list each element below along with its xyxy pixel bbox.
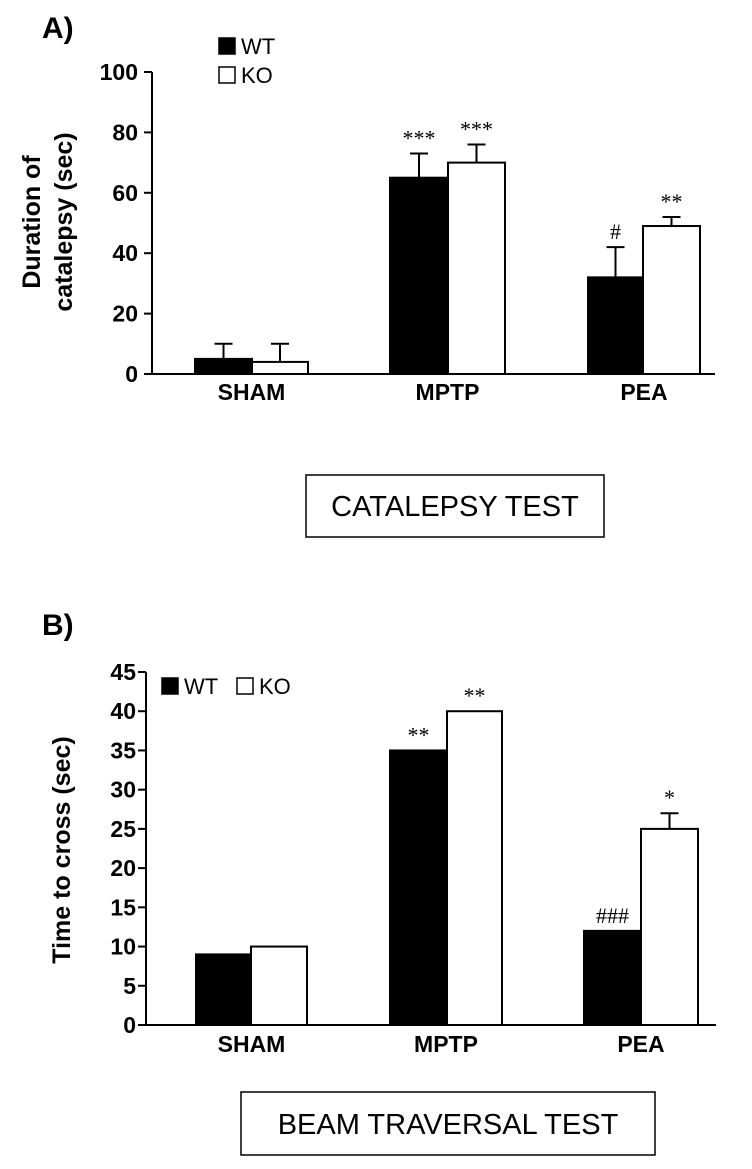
legend-label-wt: WT xyxy=(184,674,218,699)
legend-swatch-wt xyxy=(161,677,179,695)
panel-a-y-axis-label-line1: Duration of xyxy=(18,155,46,289)
y-tick-label: 0 xyxy=(125,361,138,387)
panel-b-y-ticks: 0 5 10 15 20 25 30 35 40 45 xyxy=(110,659,146,1038)
catalepsy-test-box xyxy=(305,474,605,538)
significance-mark: ** xyxy=(408,722,430,747)
y-tick-label: 15 xyxy=(110,894,136,920)
y-tick-label: 25 xyxy=(110,816,136,842)
significance-mark: ** xyxy=(661,189,683,214)
bar-ko-pea xyxy=(640,827,699,1027)
y-tick-label: 45 xyxy=(110,659,136,685)
panel-b-label: B) xyxy=(42,609,74,642)
panel-b-bars: ** ** ### * xyxy=(195,683,699,1027)
bar-wt-pea xyxy=(583,929,642,1026)
x-category-label: SHAM xyxy=(218,379,286,405)
x-category-label: PEA xyxy=(617,1031,664,1057)
panel-a-label: A) xyxy=(42,12,74,45)
bar-wt-pea xyxy=(587,276,644,375)
bar-wt-mptp xyxy=(389,176,449,375)
panel-a-y-ticks: 0 20 40 60 80 100 xyxy=(100,59,152,387)
bar-ko-pea xyxy=(642,225,701,375)
panel-a-catalepsy-chart: A) Duration of catalepsy (sec) WT KO 0 20… xyxy=(18,12,715,538)
y-tick-label: 30 xyxy=(110,777,136,803)
legend-label-ko: KO xyxy=(259,674,291,699)
significance-mark: ** xyxy=(464,683,486,708)
legend-swatch-wt xyxy=(218,37,236,55)
beam-traversal-test-box xyxy=(240,1091,656,1156)
panel-b-axes xyxy=(145,672,716,1026)
legend-swatch-ko xyxy=(236,677,254,695)
y-tick-label: 20 xyxy=(110,855,136,881)
y-tick-label: 40 xyxy=(112,240,138,266)
panel-b-beam-chart: B) Time to cross (sec) WT KO 0 5 10 15 20 25 3… xyxy=(42,609,716,1156)
catalepsy-test-label: CATALEPSY TEST xyxy=(331,491,579,523)
bar-wt-sham xyxy=(194,357,253,375)
panel-a-bars: *** *** # ** xyxy=(194,116,701,376)
significance-mark: ### xyxy=(596,903,629,928)
x-category-label: SHAM xyxy=(218,1031,286,1057)
y-tick-label: 100 xyxy=(100,59,138,85)
bar-ko-mptp xyxy=(446,710,503,1026)
panel-b-legend: WT KO xyxy=(161,674,291,699)
beam-traversal-test-label: BEAM TRAVERSAL TEST xyxy=(278,1109,619,1141)
panel-a-x-categories: SHAM MPTP PEA xyxy=(218,379,668,405)
y-tick-label: 10 xyxy=(110,934,136,960)
legend-label-ko: KO xyxy=(241,63,273,88)
y-tick-label: 35 xyxy=(110,737,136,763)
bar-ko-sham xyxy=(250,945,308,1026)
bar-wt-sham xyxy=(195,953,252,1027)
bar-wt-mptp xyxy=(389,749,448,1026)
significance-mark: # xyxy=(610,219,621,244)
y-tick-label: 5 xyxy=(123,973,136,999)
panel-a-y-axis-label-line2: catalepsy (sec) xyxy=(50,132,78,311)
x-category-label: MPTP xyxy=(416,379,480,405)
y-tick-label: 80 xyxy=(112,119,138,145)
x-category-label: MPTP xyxy=(414,1031,478,1057)
y-tick-label: 20 xyxy=(112,301,138,327)
significance-mark: *** xyxy=(403,126,436,151)
significance-mark: * xyxy=(664,785,675,810)
y-tick-label: 40 xyxy=(110,698,136,724)
legend-swatch-ko xyxy=(218,66,236,84)
y-tick-label: 60 xyxy=(112,180,138,206)
significance-mark: *** xyxy=(460,116,493,141)
x-category-label: PEA xyxy=(620,379,667,405)
legend-label-wt: WT xyxy=(241,34,275,59)
panel-b-y-axis-label: Time to cross (sec) xyxy=(48,736,76,963)
y-tick-label: 0 xyxy=(123,1012,136,1038)
panel-a-legend: WT KO xyxy=(218,34,275,88)
bar-ko-mptp xyxy=(447,161,506,375)
panel-b-x-categories: SHAM MPTP PEA xyxy=(218,1031,665,1057)
bar-ko-sham xyxy=(251,360,309,376)
panel-a-axes xyxy=(151,72,715,375)
